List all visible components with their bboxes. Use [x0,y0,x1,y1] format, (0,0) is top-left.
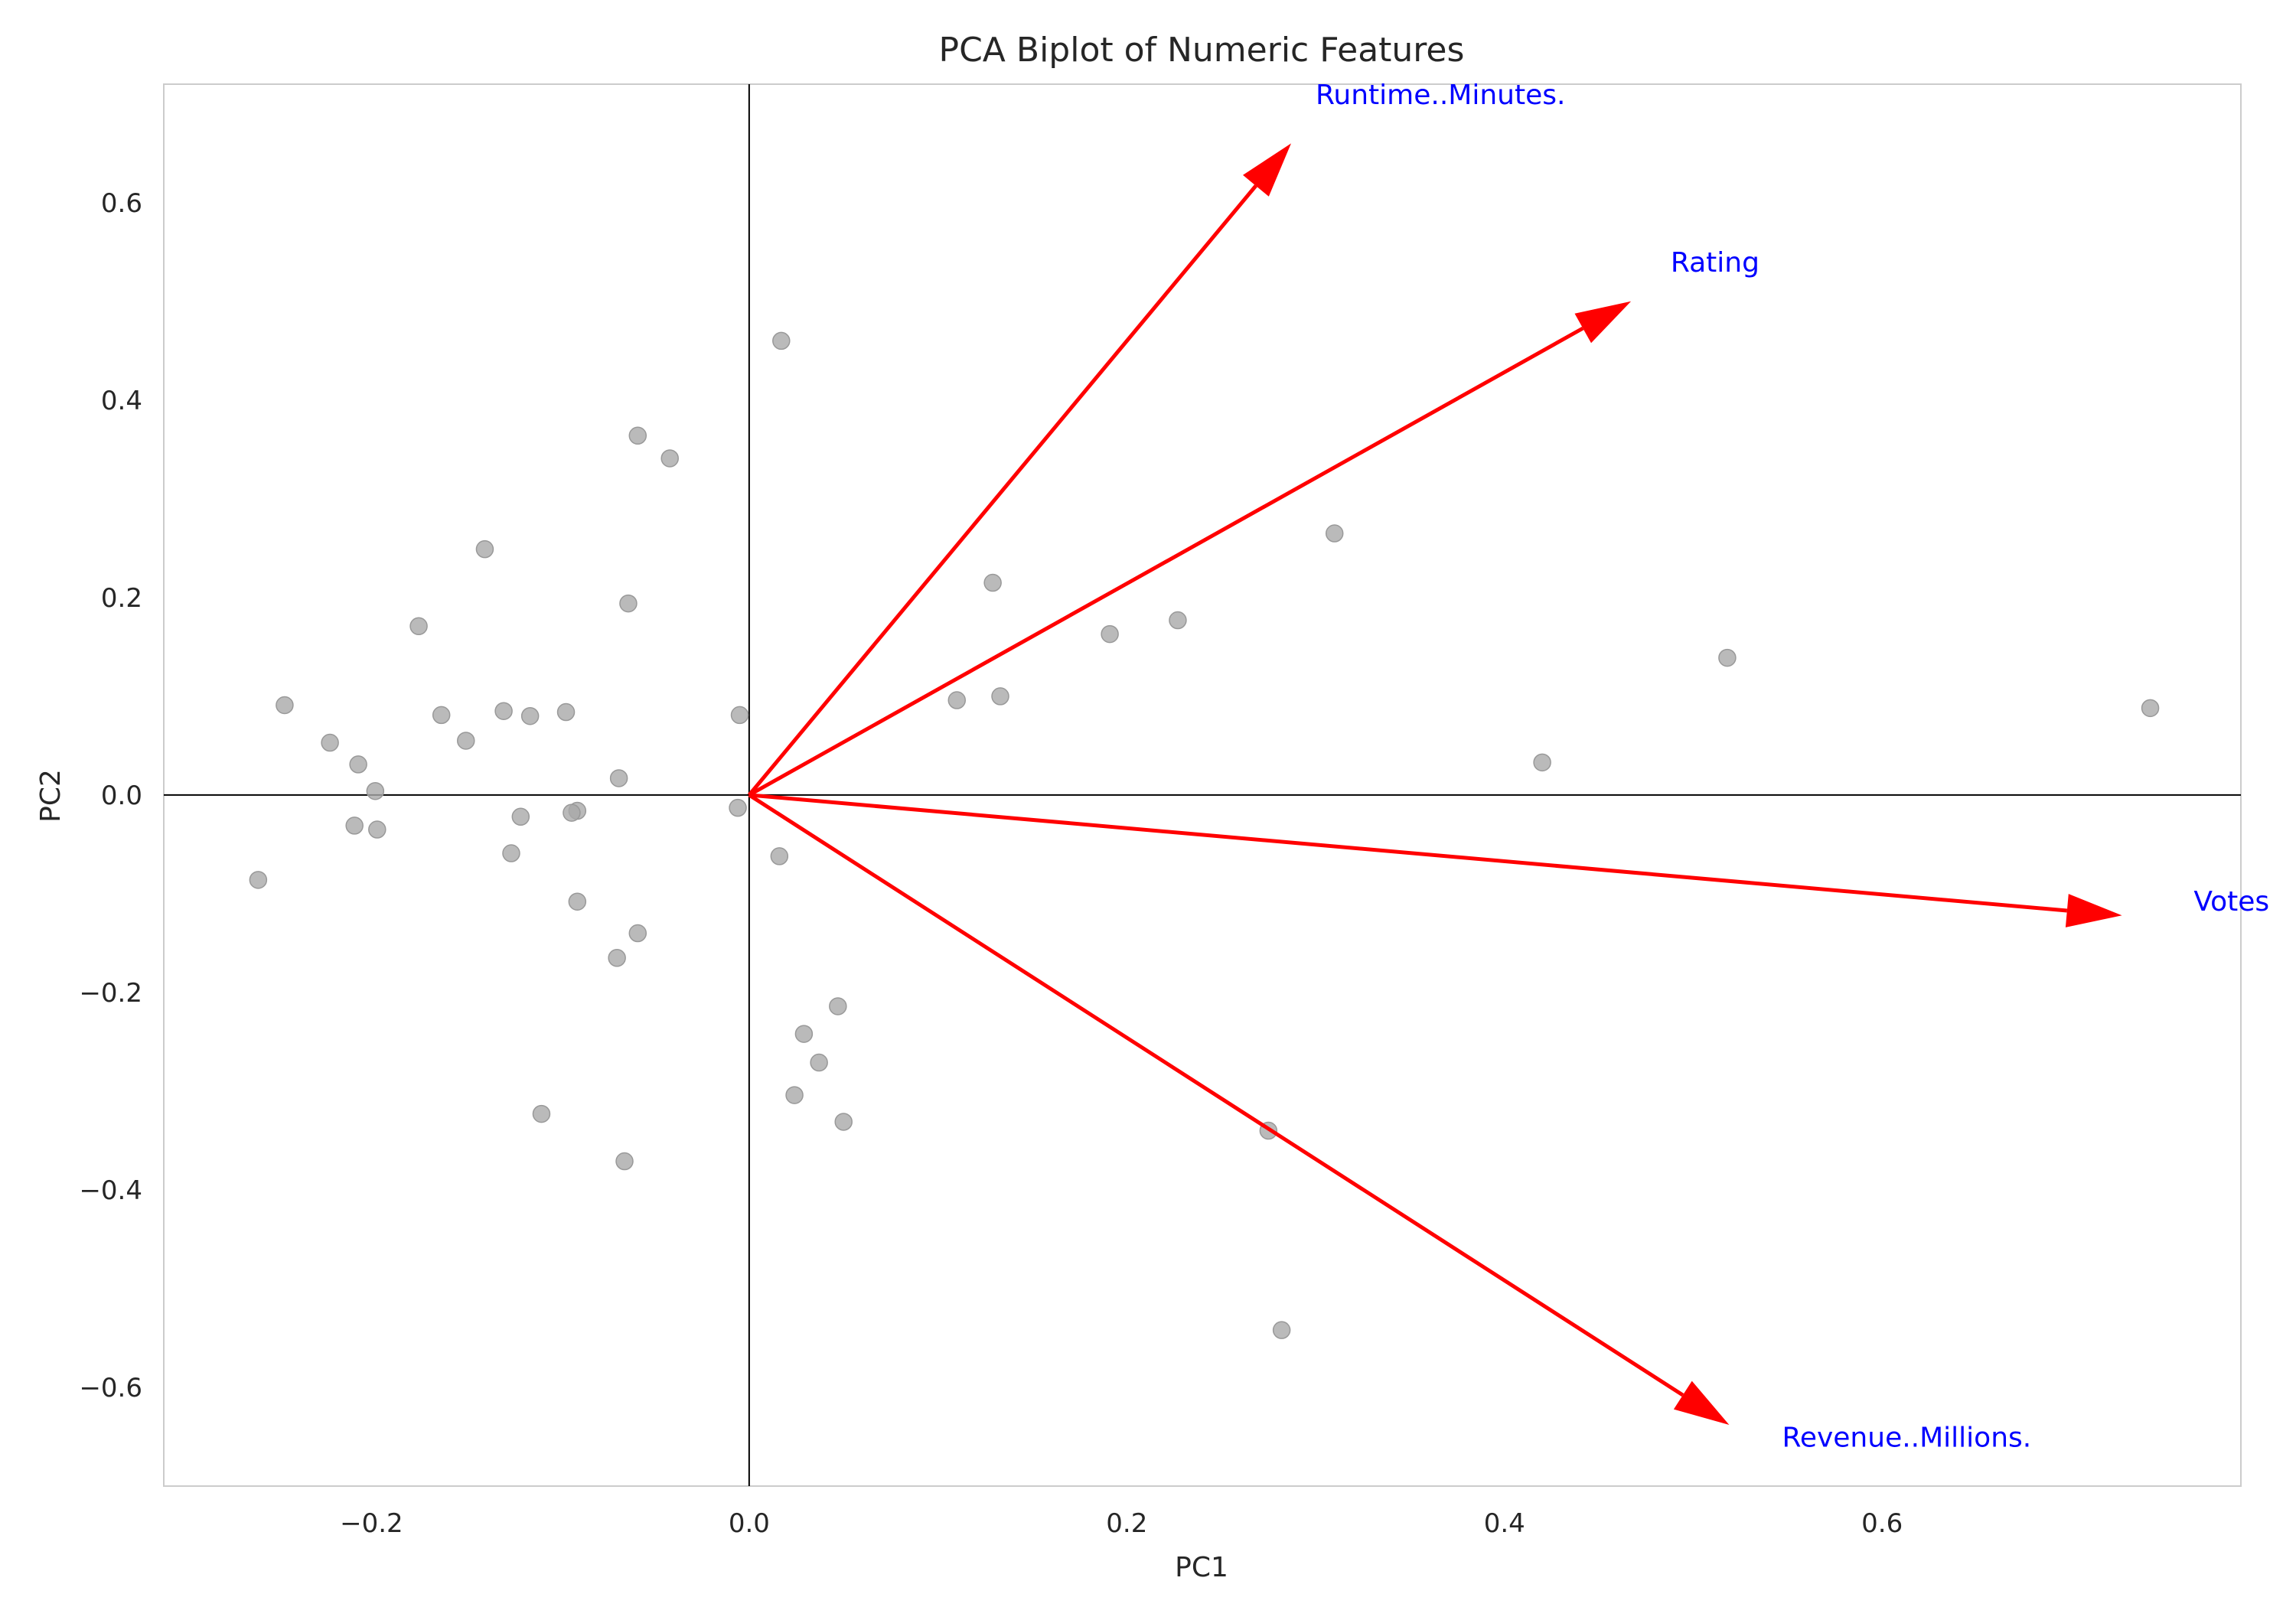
scatter-point [368,820,386,839]
y-tick-label: 0.6 [101,188,142,219]
scatter-point [366,781,385,800]
scatter-point [532,1104,551,1123]
scatter-point [345,817,364,835]
scatter-point [983,573,1002,592]
loading-vector-arrowhead [1574,301,1632,344]
scatter-point [615,1152,634,1171]
scatter-point [321,733,339,752]
scatter-point [409,617,428,636]
scatter-point [349,755,367,774]
scatter-point [520,706,540,725]
loading-vector-label: Runtime..Minutes. [1316,80,1565,111]
scatter-point [991,687,1009,706]
loading-vector-arrowhead [1673,1380,1730,1425]
scatter-point [502,844,520,862]
loading-vector-arrowhead [2065,894,2122,927]
y-tick-label: 0.2 [101,583,142,614]
x-tick-label: −0.2 [340,1508,403,1539]
scatter-point [511,807,530,826]
scatter-points [249,331,2160,1339]
scatter-point [249,871,268,889]
scatter-point [2141,699,2160,718]
scatter-point [609,769,628,787]
x-tick-label: 0.2 [1106,1508,1147,1539]
loading-vector-label: Rating [1671,247,1760,279]
scatter-point [1101,624,1119,644]
y-ticks: −0.6 −0.4 −0.2 0.0 0.2 0.4 0.6 [79,188,142,1403]
x-tick-label: 0.4 [1484,1508,1525,1539]
loading-vector-label: Revenue..Millions. [1782,1422,2031,1453]
y-tick-label: 0.0 [101,781,142,811]
scatter-point [729,798,747,817]
y-tick-label: −0.4 [79,1175,142,1206]
loading-vectors [747,143,2122,1425]
y-axis-label: PC2 [35,769,67,823]
scatter-point [660,449,679,468]
plot-frame [163,83,2242,1487]
scatter-point [1272,1321,1291,1339]
scatter-point [457,732,475,750]
x-tick-label: 0.0 [729,1508,770,1539]
x-tick-label: 0.6 [1861,1508,1903,1539]
scatter-point [730,706,749,725]
chart-title: PCA Biplot of Numeric Features [939,31,1465,70]
y-tick-label: 0.4 [101,386,142,416]
scatter-point [276,696,294,715]
scatter-point [556,702,576,722]
scatter-point [1325,524,1344,543]
scatter-point [1718,648,1737,667]
scatter-point [494,702,513,720]
scatter-point [563,804,581,822]
scatter-point [770,847,789,865]
scatter-point [834,1113,853,1131]
scatter-point [628,924,647,943]
scatter-point [608,949,626,967]
scatter-point [829,997,847,1015]
x-axis-label: PC1 [1175,1552,1228,1583]
loading-vector-shaft [748,793,2068,913]
loading-vector-shaft [747,184,1257,797]
x-ticks: −0.2 0.0 0.2 0.4 0.6 [340,1508,1903,1539]
scatter-point [619,594,638,613]
scatter-point [1169,611,1187,630]
zero-lines [164,84,2241,1486]
loading-vector-shaft [748,793,1684,1397]
loading-vector-labels: Runtime..Minutes. Rating Votes Revenue..Mil… [1316,80,2269,1454]
scatter-point [947,691,967,709]
scatter-point [432,706,451,725]
y-tick-label: −0.2 [79,978,142,1009]
scatter-point [475,539,494,559]
scatter-point [628,426,647,445]
scatter-point [810,1053,828,1072]
y-tick-label: −0.6 [79,1373,142,1403]
loading-vector-shaft [748,326,1584,797]
scatter-point [785,1086,804,1104]
scatter-point [1533,753,1551,772]
scatter-point [794,1025,814,1043]
scatter-point [568,892,587,911]
loading-vector-arrowhead [1243,143,1291,197]
scatter-point [772,331,791,350]
loading-vector-label: Votes [2193,886,2269,918]
